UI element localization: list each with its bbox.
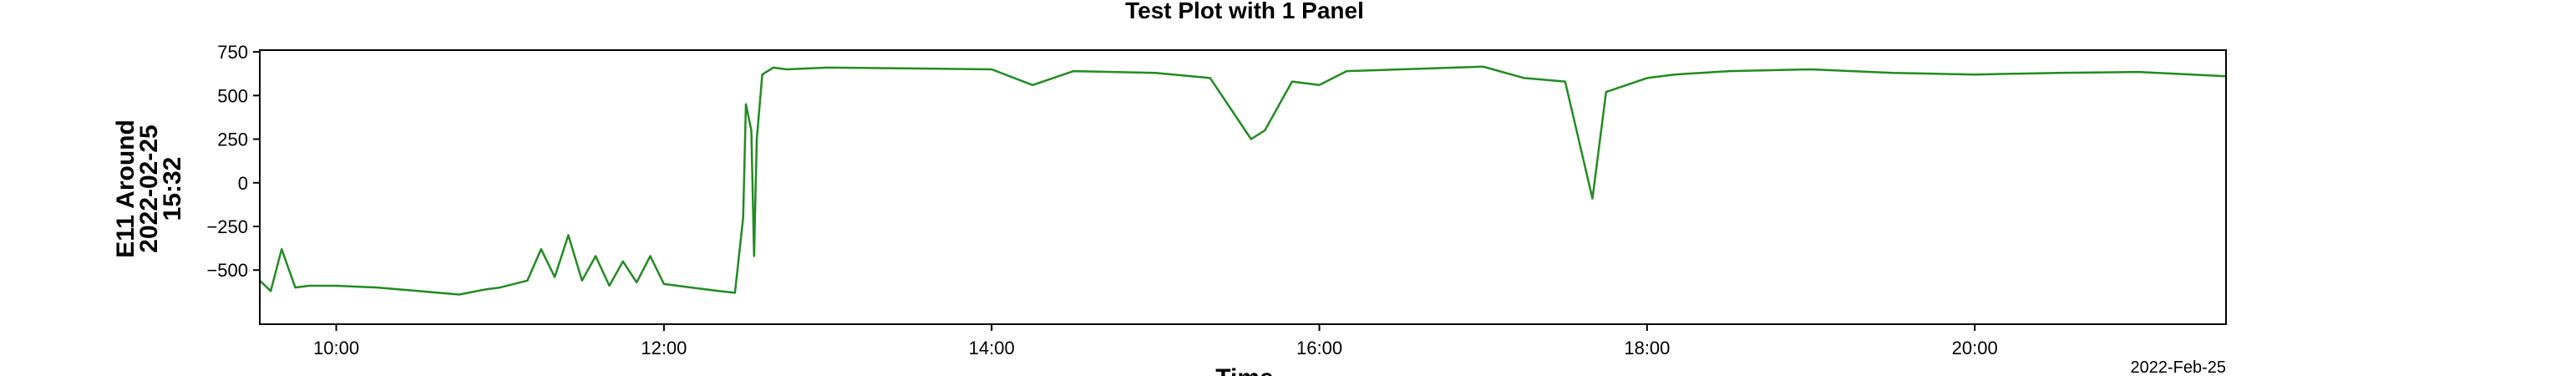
y-tick-label: 250 [217, 130, 248, 150]
x-tick-label: 10:00 [313, 338, 359, 358]
y-axis-title-line-1: E11 Around [112, 119, 139, 258]
y-tick-label: −250 [206, 216, 248, 237]
y-axis-title-line-2: 2022-02-25 [135, 124, 163, 252]
x-tick-label: 20:00 [1952, 338, 1998, 358]
date-label: 2022-Feb-25 [2130, 358, 2226, 376]
series-line-0 [259, 65, 2227, 296]
y-axis-title-line-3: 15:32 [159, 157, 186, 221]
x-axis-title: Time [1215, 364, 1273, 376]
x-tick-label: 16:00 [1296, 338, 1342, 358]
y-axis-title: E11 Around 2022-02-25 15:32 [112, 119, 186, 258]
plot-area [260, 50, 2226, 324]
y-tick-label: −500 [206, 260, 248, 281]
chart-title: Test Plot with 1 Panel [1125, 0, 1364, 23]
plot-frame [259, 49, 2227, 325]
y-tick-label: 0 [238, 173, 248, 194]
y-tick-label: 500 [217, 85, 248, 106]
x-tick-label: 14:00 [969, 338, 1015, 358]
x-tick-label: 18:00 [1624, 338, 1670, 358]
x-tick-label: 12:00 [641, 338, 687, 358]
y-tick-label: 750 [217, 42, 248, 63]
